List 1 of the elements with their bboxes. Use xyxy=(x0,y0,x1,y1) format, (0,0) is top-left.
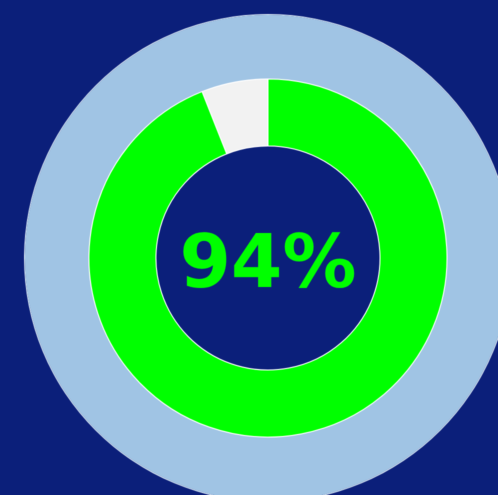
text: 94% xyxy=(179,219,357,305)
